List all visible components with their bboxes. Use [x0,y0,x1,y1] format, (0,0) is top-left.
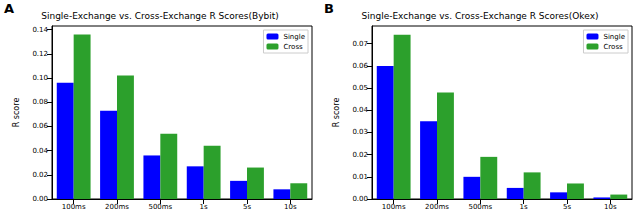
svg-text:500ms: 500ms [148,203,172,211]
svg-text:0.01: 0.01 [352,173,368,181]
svg-text:100ms: 100ms [382,203,406,211]
svg-text:Single: Single [283,33,305,41]
svg-text:0.06: 0.06 [352,62,368,70]
svg-text:A: A [4,1,14,16]
svg-text:0.04: 0.04 [32,147,48,155]
svg-text:0.03: 0.03 [352,128,368,136]
svg-text:R score: R score [332,98,341,128]
svg-text:0.02: 0.02 [352,151,368,159]
svg-text:200ms: 200ms [425,203,449,211]
svg-text:0.00: 0.00 [352,195,368,203]
svg-text:200ms: 200ms [105,203,129,211]
svg-text:B: B [324,1,334,16]
svg-text:Single-Exchange vs. Cross-Exch: Single-Exchange vs. Cross-Exchange R Sco… [41,11,279,21]
svg-text:0.08: 0.08 [32,98,48,106]
svg-text:0.06: 0.06 [32,122,48,130]
svg-text:0.04: 0.04 [352,106,368,114]
svg-text:0.10: 0.10 [32,74,48,82]
svg-text:5s: 5s [243,203,251,211]
svg-text:0.12: 0.12 [32,50,48,58]
svg-text:Single-Exchange vs. Cross-Exch: Single-Exchange vs. Cross-Exchange R Sco… [362,11,599,21]
svg-text:Single: Single [603,33,625,41]
svg-text:0.00: 0.00 [32,195,48,203]
svg-text:0.14: 0.14 [32,26,48,34]
svg-text:10s: 10s [604,203,617,211]
svg-text:0.07: 0.07 [352,40,368,48]
svg-text:1s: 1s [520,203,528,211]
svg-text:Cross: Cross [283,43,303,51]
svg-text:0.05: 0.05 [352,84,368,92]
svg-text:100ms: 100ms [62,203,86,211]
svg-text:Cross: Cross [603,43,623,51]
svg-text:5s: 5s [563,203,571,211]
svg-text:10s: 10s [284,203,297,211]
svg-text:R score: R score [12,98,21,128]
svg-text:500ms: 500ms [468,203,492,211]
svg-text:1s: 1s [200,203,208,211]
svg-text:0.02: 0.02 [32,171,48,179]
